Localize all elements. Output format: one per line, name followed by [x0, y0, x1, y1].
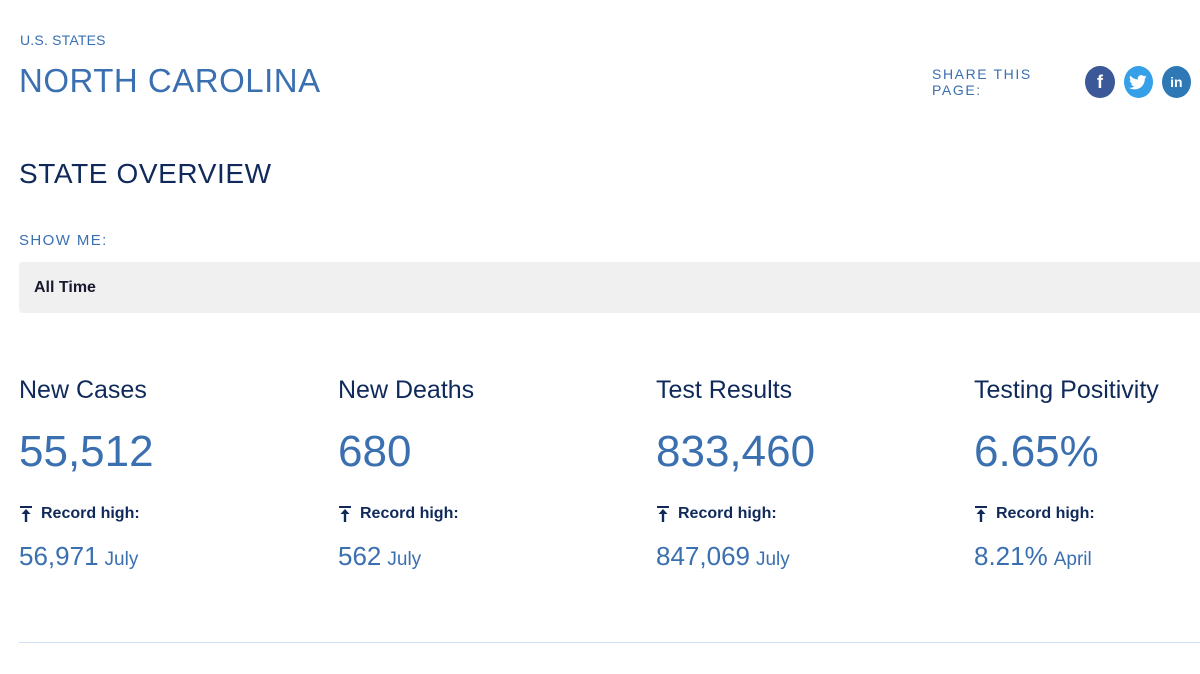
record-high-value: 847,069	[656, 541, 750, 571]
facebook-share-button[interactable]: f	[1085, 66, 1115, 98]
show-me-label: SHOW ME:	[19, 232, 108, 249]
record-high-month: April	[1053, 549, 1092, 570]
stat-value: 680	[338, 427, 412, 476]
record-high-value-row: 56,971 July	[19, 541, 319, 571]
twitter-share-button[interactable]	[1123, 66, 1153, 98]
stat-label: Test Results	[656, 376, 793, 404]
record-high-month: July	[387, 549, 422, 570]
record-high-value: 8.21%	[974, 541, 1048, 571]
record-high-label: Record high:	[360, 505, 459, 522]
record-high-month: July	[104, 549, 139, 570]
arrow-up-to-bar-icon	[339, 506, 351, 522]
record-high-value-row: 8.21% April	[974, 541, 1200, 571]
record-high-value-row: 562 July	[338, 541, 638, 571]
share-bar: SHARE THIS PAGE: f in	[932, 66, 1200, 98]
time-range-select[interactable]: All Time	[19, 262, 1200, 313]
section-divider	[19, 642, 1200, 643]
stat-value: 6.65%	[974, 427, 1099, 476]
record-high-value: 562	[338, 541, 382, 571]
record-high-value-row: 847,069 July	[656, 541, 956, 571]
facebook-icon: f	[1097, 71, 1104, 92]
stat-value: 55,512	[19, 427, 154, 476]
arrow-up-to-bar-icon	[975, 506, 987, 522]
stat-label: New Cases	[19, 376, 147, 404]
linkedin-share-button[interactable]: in	[1161, 66, 1191, 98]
linkedin-icon: in	[1170, 74, 1183, 90]
arrow-up-to-bar-icon	[20, 506, 32, 522]
stat-test-results: Test Results 833,460 Record high: 847,06…	[656, 374, 956, 571]
record-high-value: 56,971	[19, 541, 99, 571]
section-title: STATE OVERVIEW	[19, 158, 272, 189]
stat-new-deaths: New Deaths 680 Record high: 562 July	[338, 374, 638, 571]
record-high-label: Record high:	[996, 505, 1095, 522]
record-high-label: Record high:	[41, 505, 140, 522]
time-range-selected-value: All Time	[34, 278, 96, 296]
arrow-up-to-bar-icon	[657, 506, 669, 522]
share-label: SHARE THIS PAGE:	[932, 66, 1032, 98]
record-high-month: July	[755, 549, 790, 570]
record-high-row: Record high:	[19, 504, 319, 524]
twitter-icon	[1129, 74, 1147, 89]
stat-value: 833,460	[656, 427, 816, 476]
stat-testing-positivity: Testing Positivity 6.65% Record high: 8.…	[974, 374, 1200, 571]
record-high-row: Record high:	[974, 504, 1200, 524]
record-high-label: Record high:	[678, 505, 777, 522]
stat-new-cases: New Cases 55,512 Record high: 56,971 July	[19, 374, 319, 571]
page-title: NORTH CAROLINA	[19, 62, 321, 99]
stat-label: New Deaths	[338, 376, 475, 404]
record-high-row: Record high:	[338, 504, 638, 524]
record-high-row: Record high:	[656, 504, 956, 524]
breadcrumb-us-states[interactable]: U.S. STATES	[20, 32, 106, 48]
stat-label: Testing Positivity	[974, 376, 1159, 404]
